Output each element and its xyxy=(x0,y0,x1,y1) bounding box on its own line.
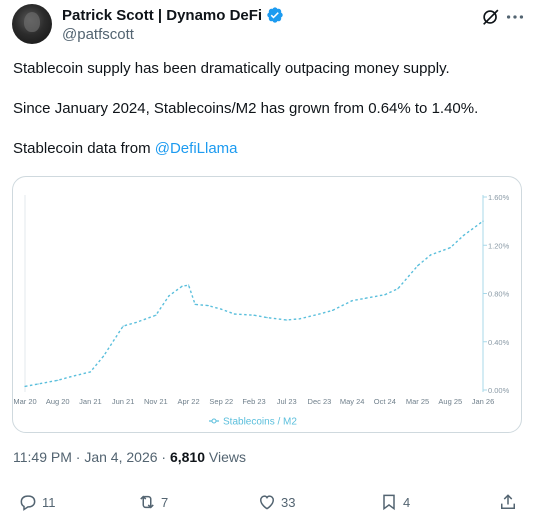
reply-icon xyxy=(20,495,36,511)
reply-button[interactable]: 11 xyxy=(18,492,56,512)
tweet-date[interactable]: Jan 4, 2026 xyxy=(84,449,158,465)
x-tick-label: Aug 20 xyxy=(46,397,70,406)
data-point xyxy=(187,284,190,286)
author-display-name[interactable]: Patrick Scott | Dynamo DeFi xyxy=(62,6,263,24)
x-tick-label: Jan 26 xyxy=(472,397,495,406)
tweet-text-prefix: Stablecoin data from xyxy=(13,140,155,157)
x-tick-label: Nov 21 xyxy=(144,397,168,406)
x-tick-label: Mar 20 xyxy=(13,397,36,406)
data-point xyxy=(286,319,288,321)
tweet-time[interactable]: 11:49 PM xyxy=(13,449,72,465)
y-tick-label: 0.80% xyxy=(488,290,510,299)
data-point xyxy=(351,300,353,302)
tweet-text: Stablecoin supply has been dramatically … xyxy=(13,59,518,159)
like-button[interactable]: 33 xyxy=(257,492,295,512)
x-tick-label: Mar 25 xyxy=(406,397,429,406)
data-point xyxy=(266,317,268,319)
like-count: 33 xyxy=(281,494,296,510)
y-tick-label: 0.40% xyxy=(488,338,510,347)
heart-icon xyxy=(259,495,275,510)
action-bar: 11 7 33 4 xyxy=(0,492,535,518)
retweet-icon xyxy=(140,495,154,509)
data-point xyxy=(253,314,255,316)
data-point xyxy=(155,314,157,316)
share-button[interactable] xyxy=(498,492,518,512)
data-point xyxy=(233,313,235,315)
views-label: Views xyxy=(208,449,246,465)
data-point xyxy=(168,295,170,297)
data-point xyxy=(430,254,432,256)
data-point xyxy=(181,285,183,287)
x-tick-label: Oct 24 xyxy=(374,397,396,406)
more-icon[interactable] xyxy=(504,6,526,28)
legend-marker xyxy=(211,418,217,424)
tweet-header: Patrick Scott | Dynamo DeFi @patfscott xyxy=(12,4,526,44)
data-point xyxy=(207,304,209,307)
data-point xyxy=(462,235,464,237)
x-tick-label: May 24 xyxy=(340,397,365,406)
data-point xyxy=(89,371,92,373)
data-point xyxy=(384,294,386,296)
reply-count: 11 xyxy=(42,494,56,510)
data-point xyxy=(122,325,124,327)
repost-button[interactable]: 7 xyxy=(137,492,168,512)
share-icon xyxy=(501,494,515,509)
mention-link[interactable]: @DefiLlama xyxy=(154,140,238,157)
data-point xyxy=(449,247,451,249)
repost-count: 7 xyxy=(161,494,169,510)
bookmark-count: 4 xyxy=(403,494,411,510)
tweet-text-line-1: Stablecoin supply has been dramatically … xyxy=(13,60,450,77)
x-tick-label: Jun 21 xyxy=(112,397,135,406)
x-tick-label: Jan 21 xyxy=(79,397,102,406)
x-tick-label: Sep 22 xyxy=(209,397,233,406)
y-tick-label: 1.20% xyxy=(488,241,510,250)
author-name-row: Patrick Scott | Dynamo DeFi xyxy=(62,6,284,24)
x-tick-label: Dec 23 xyxy=(308,397,332,406)
data-point xyxy=(102,355,105,357)
grok-icon[interactable] xyxy=(480,6,502,28)
meta-separator: · xyxy=(75,449,81,465)
avatar[interactable] xyxy=(12,4,52,44)
tweet-text-line-3: Stablecoin data from @DefiLlama xyxy=(13,139,518,159)
stablecoin-m2-chart: 1.60% 1.20% 0.80% 0.40% 0.00% Mar 20 Aug 20 Jan… xyxy=(13,193,510,428)
tweet-meta: 11:49 PM · Jan 4, 2026 · 6,810 Views xyxy=(13,449,246,465)
y-tick-label: 0.00% xyxy=(488,386,510,395)
data-point xyxy=(70,376,72,378)
data-point xyxy=(57,379,59,381)
data-point xyxy=(416,265,419,267)
data-point xyxy=(299,318,301,320)
tweet-text-line-2: Since January 2024, Stablecoins/M2 has g… xyxy=(13,100,479,117)
y-tick-label: 1.60% xyxy=(488,193,510,202)
data-point xyxy=(194,303,196,305)
data-point xyxy=(220,308,222,310)
data-point xyxy=(318,313,321,315)
data-point xyxy=(331,309,334,311)
data-point xyxy=(482,220,484,222)
bookmark-icon xyxy=(383,494,395,511)
views-count: 6,810 xyxy=(169,449,206,465)
legend-label: Stablecoins / M2 xyxy=(223,417,297,428)
x-tick-label: Jul 23 xyxy=(277,397,297,406)
bookmark-button[interactable]: 4 xyxy=(379,492,410,512)
x-tick-label: Apr 22 xyxy=(178,397,200,406)
verified-badge-icon xyxy=(267,7,283,23)
data-point xyxy=(37,383,39,385)
x-tick-label: Aug 25 xyxy=(438,397,462,406)
data-point xyxy=(397,288,399,290)
series-line xyxy=(24,220,484,388)
x-tick-label: Feb 23 xyxy=(242,397,265,406)
data-point xyxy=(364,297,366,299)
meta-separator-2: · xyxy=(161,449,167,465)
data-point xyxy=(24,385,26,387)
data-point xyxy=(135,321,137,324)
chart-card[interactable]: 1.60% 1.20% 0.80% 0.40% 0.00% Mar 20 Aug 20 Jan… xyxy=(12,176,522,433)
author-handle[interactable]: @patfscott xyxy=(62,26,134,43)
